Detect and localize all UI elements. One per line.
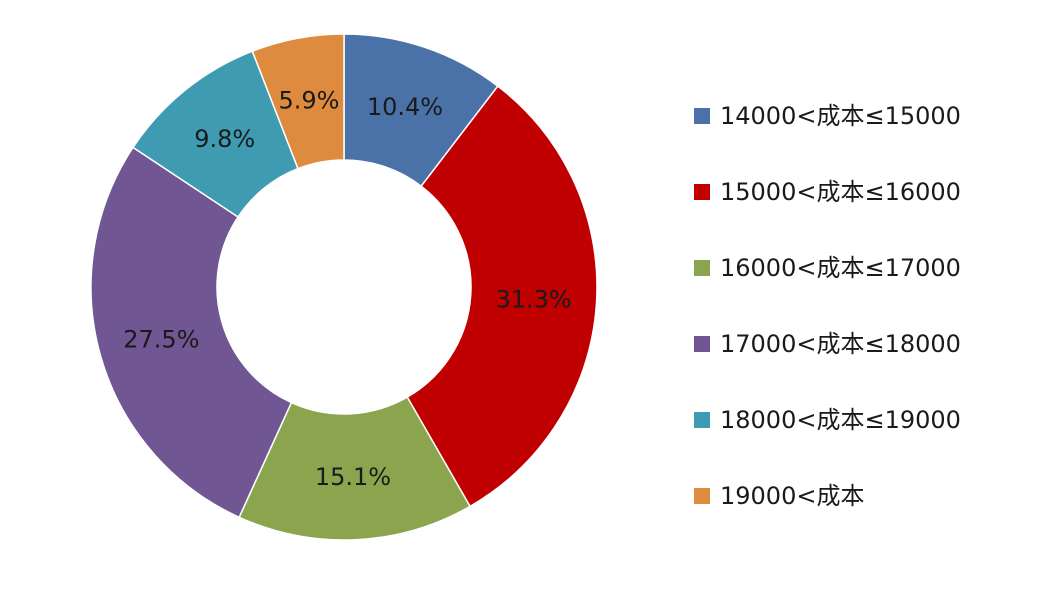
legend-label-4: 17000<成本≤18000 xyxy=(720,330,961,358)
legend-item-3: 16000<成本≤17000 xyxy=(694,254,961,282)
donut-slices xyxy=(90,33,598,541)
legend-item-6: 19000<成本 xyxy=(694,482,864,510)
legend-swatch-1 xyxy=(694,108,710,124)
donut-slice-4 xyxy=(90,146,293,519)
legend-label-6: 19000<成本 xyxy=(720,482,864,510)
legend-item-1: 14000<成本≤15000 xyxy=(694,102,961,130)
legend-label-1: 14000<成本≤15000 xyxy=(720,102,961,130)
slice-label-1: 10.4% xyxy=(367,93,443,121)
donut-slice-2 xyxy=(406,85,598,508)
legend-label-2: 15000<成本≤16000 xyxy=(720,178,961,206)
legend-swatch-3 xyxy=(694,260,710,276)
legend-item-2: 15000<成本≤16000 xyxy=(694,178,961,206)
legend-label-3: 16000<成本≤17000 xyxy=(720,254,961,282)
legend-label-5: 18000<成本≤19000 xyxy=(720,406,961,434)
legend-swatch-6 xyxy=(694,488,710,504)
slice-label-6: 5.9% xyxy=(278,86,339,114)
donut-slice-3 xyxy=(238,396,472,541)
legend-swatch-5 xyxy=(694,412,710,428)
slice-label-2: 31.3% xyxy=(495,286,571,314)
slice-label-4: 27.5% xyxy=(123,325,199,353)
legend-item-5: 18000<成本≤19000 xyxy=(694,406,961,434)
legend-item-4: 17000<成本≤18000 xyxy=(694,330,961,358)
legend: 14000<成本≤15000 15000<成本≤16000 16000<成本≤170… xyxy=(694,102,961,510)
legend-swatch-4 xyxy=(694,336,710,352)
legend-swatch-2 xyxy=(694,184,710,200)
donut-slice-6 xyxy=(251,33,345,170)
slice-label-5: 9.8% xyxy=(194,125,255,153)
slice-label-3: 15.1% xyxy=(315,463,391,491)
donut-slice-labels: 10.4% 31.3% 15.1% 27.5% 9.8% 5.9% xyxy=(123,86,571,491)
